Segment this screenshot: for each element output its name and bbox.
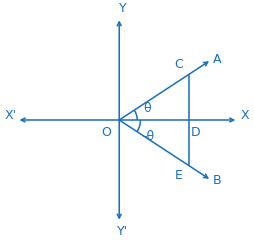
Text: B: B: [212, 174, 221, 187]
Text: D: D: [191, 126, 201, 139]
Text: X: X: [240, 108, 249, 122]
Text: -θ: -θ: [142, 130, 154, 143]
Text: A: A: [212, 53, 221, 66]
Text: X': X': [5, 108, 17, 122]
Text: Y': Y': [117, 225, 128, 238]
Text: O: O: [101, 126, 111, 139]
Text: Y: Y: [119, 2, 126, 15]
Text: C: C: [174, 58, 183, 71]
Text: θ: θ: [144, 102, 151, 115]
Text: E: E: [175, 169, 183, 182]
